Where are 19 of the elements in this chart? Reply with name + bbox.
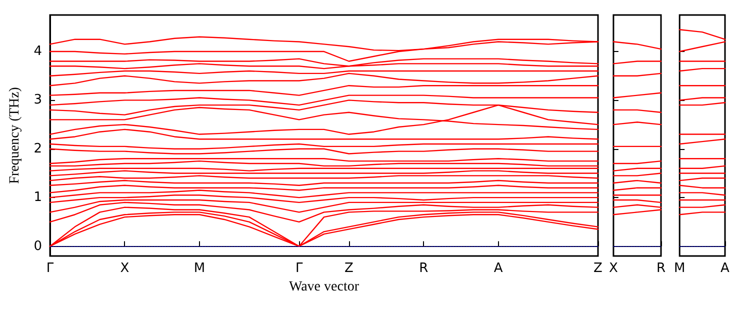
y-tick-label: 4 [34,44,42,60]
x-tick-label: A [494,261,503,276]
x-tick-label: Z [344,261,354,276]
x-tick-label: X [609,261,618,276]
x-tick-label: A [720,261,730,276]
y-tick-label: 0 [34,238,42,254]
y-axis-title: Frequency (THz) [8,86,22,184]
x-tick-label: X [120,261,130,276]
x-tick-label: Γ [46,261,54,276]
y-tick-label: 1 [34,190,42,206]
x-tick-label: M [194,261,206,276]
x-tick-label: Z [594,261,603,276]
y-tick-label: 3 [34,92,42,108]
x-axis-title: Wave vector [289,280,360,294]
x-tick-label: Γ [295,261,304,276]
x-tick-label: R [656,261,666,276]
y-tick-label: 2 [34,141,42,156]
x-tick-label: M [674,261,686,276]
x-tick-label: R [419,261,428,276]
